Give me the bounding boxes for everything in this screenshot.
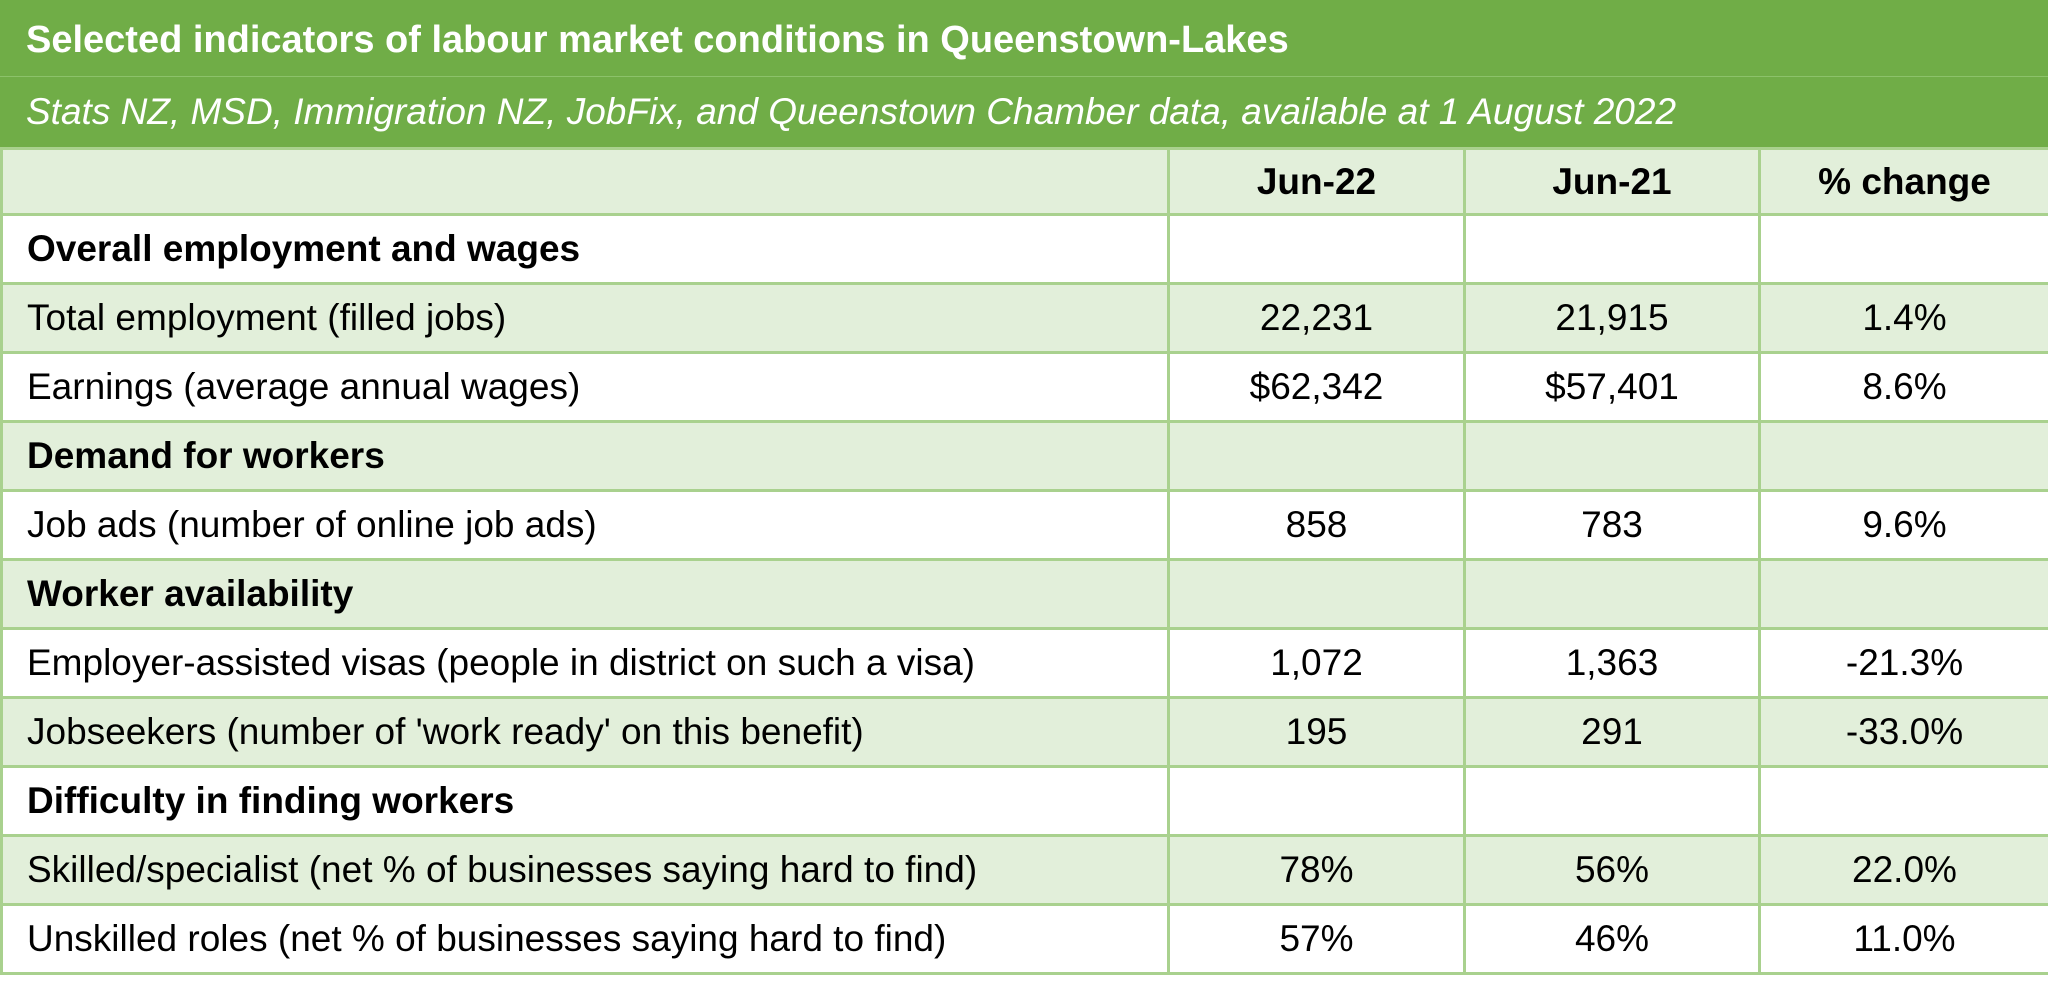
header-cell — [0, 147, 1170, 216]
table-subtitle: Stats NZ, MSD, Immigration NZ, JobFix, a… — [0, 76, 2048, 147]
row-label: Earnings (average annual wages) — [0, 351, 1170, 423]
empty-cell — [1167, 213, 1466, 285]
data-row: Unskilled roles (net % of businesses say… — [0, 903, 2048, 975]
empty-cell — [1758, 213, 2048, 285]
data-row: Employer-assisted visas (people in distr… — [0, 627, 2048, 699]
row-label: Total employment (filled jobs) — [0, 282, 1170, 354]
value-cell: 56% — [1463, 834, 1761, 906]
empty-cell — [1167, 420, 1466, 492]
empty-cell — [1758, 420, 2048, 492]
value-cell: 21,915 — [1463, 282, 1761, 354]
value-cell: 858 — [1167, 489, 1466, 561]
value-cell: 783 — [1463, 489, 1761, 561]
value-cell: 57% — [1167, 903, 1466, 975]
section-row: Difficulty in finding workers — [0, 765, 2048, 837]
empty-cell — [1463, 765, 1761, 837]
empty-cell — [1463, 213, 1761, 285]
value-cell: 1.4% — [1758, 282, 2048, 354]
section-row: Demand for workers — [0, 420, 2048, 492]
value-cell: 22,231 — [1167, 282, 1466, 354]
data-row: Earnings (average annual wages) $62,342 $5… — [0, 351, 2048, 423]
section-row: Worker availability — [0, 558, 2048, 630]
header-row: Jun-22 Jun-21% change — [0, 147, 2048, 216]
value-cell: 22.0% — [1758, 834, 2048, 906]
data-row: Jobseekers (number of 'work ready' on th… — [0, 696, 2048, 768]
empty-cell — [1758, 765, 2048, 837]
row-label: Skilled/specialist (net % of businesses … — [0, 834, 1170, 906]
value-cell: -33.0% — [1758, 696, 2048, 768]
value-cell: 1,072 — [1167, 627, 1466, 699]
value-cell: $57,401 — [1463, 351, 1761, 423]
section-label: Worker availability — [0, 558, 1170, 630]
section-label: Demand for workers — [0, 420, 1170, 492]
header-cell: Jun-21 — [1463, 147, 1761, 216]
empty-cell — [1463, 558, 1761, 630]
row-label: Unskilled roles (net % of businesses say… — [0, 903, 1170, 975]
section-row: Overall employment and wages — [0, 213, 2048, 285]
empty-cell — [1463, 420, 1761, 492]
value-cell: $62,342 — [1167, 351, 1466, 423]
value-cell: -21.3% — [1758, 627, 2048, 699]
header-cell: % change — [1758, 147, 2048, 216]
empty-cell — [1167, 765, 1466, 837]
data-row: Total employment (filled jobs) 22,231 21,9… — [0, 282, 2048, 354]
value-cell: 46% — [1463, 903, 1761, 975]
row-label: Jobseekers (number of 'work ready' on th… — [0, 696, 1170, 768]
indicator-table: Jun-22 Jun-21% change Overall employment a… — [0, 147, 2048, 975]
value-cell: 291 — [1463, 696, 1761, 768]
value-cell: 1,363 — [1463, 627, 1761, 699]
value-cell: 78% — [1167, 834, 1466, 906]
empty-cell — [1167, 558, 1466, 630]
section-label: Difficulty in finding workers — [0, 765, 1170, 837]
value-cell: 8.6% — [1758, 351, 2048, 423]
row-label: Employer-assisted visas (people in distr… — [0, 627, 1170, 699]
value-cell: 11.0% — [1758, 903, 2048, 975]
header-cell: Jun-22 — [1167, 147, 1466, 216]
value-cell: 9.6% — [1758, 489, 2048, 561]
value-cell: 195 — [1167, 696, 1466, 768]
row-label: Job ads (number of online job ads) — [0, 489, 1170, 561]
section-label: Overall employment and wages — [0, 213, 1170, 285]
data-row: Job ads (number of online job ads) 858 783… — [0, 489, 2048, 561]
data-row: Skilled/specialist (net % of businesses … — [0, 834, 2048, 906]
empty-cell — [1758, 558, 2048, 630]
table-title: Selected indicators of labour market con… — [0, 0, 2048, 76]
